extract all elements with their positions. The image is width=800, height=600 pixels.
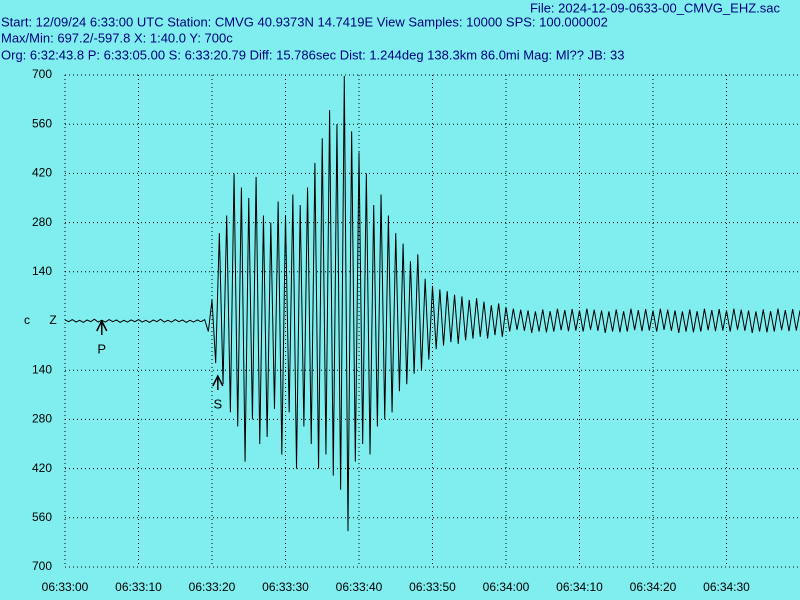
y-tick-label: 420: [32, 461, 52, 475]
x-tick-label: 06:33:20: [189, 580, 236, 594]
file-name: File: 2024-12-09-0633-00_CMVG_EHZ.sac: [530, 0, 781, 15]
y-tick-label: 280: [32, 412, 52, 426]
y-tick-label: 140: [32, 362, 52, 376]
y-tick-label: 420: [32, 166, 52, 180]
x-tick-label: 06:34:00: [483, 580, 530, 594]
x-tick-label: 06:34:30: [703, 580, 750, 594]
x-tick-label: 06:33:10: [115, 580, 162, 594]
y-unit: c: [24, 313, 30, 327]
y-tick-label: 560: [32, 116, 52, 130]
x-tick-label: 06:33:30: [262, 580, 309, 594]
y-tick-label: 280: [32, 215, 52, 229]
x-tick-label: 06:33:40: [336, 580, 383, 594]
y-tick-label: 700: [32, 559, 52, 573]
header-line: Max/Min: 697.2/-597.8 X: 1:40.0 Y: 700c: [1, 30, 233, 45]
phase-marker: [96, 319, 108, 335]
x-tick-label: 06:33:00: [42, 580, 89, 594]
x-tick-label: 06:34:10: [556, 580, 603, 594]
x-tick-label: 06:34:20: [630, 580, 677, 594]
header-line: Start: 12/09/24 6:33:00 UTC Station: CMV…: [1, 14, 608, 29]
x-tick-label: 06:33:50: [409, 580, 456, 594]
channel-label: Z: [49, 313, 56, 327]
waveform: [64, 75, 800, 532]
y-tick-label: 700: [32, 67, 52, 81]
phase-label: S: [213, 396, 222, 411]
phase-marker: [212, 374, 224, 390]
phase-label: P: [97, 341, 106, 356]
y-tick-label: 560: [32, 510, 52, 524]
y-tick-label: 140: [32, 264, 52, 278]
header-line: Org: 6:32:43.8 P: 6:33:05.00 S: 6:33:20.…: [1, 47, 624, 62]
